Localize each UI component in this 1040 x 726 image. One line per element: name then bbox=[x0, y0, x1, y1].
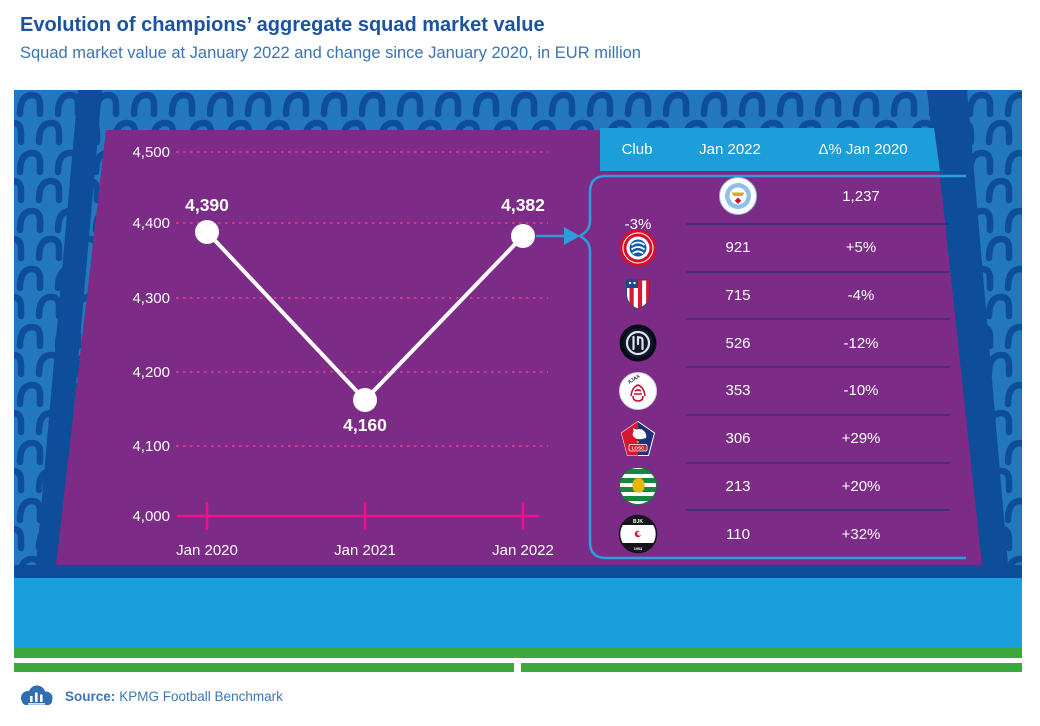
page-title: Evolution of champions’ aggregate squad … bbox=[20, 14, 545, 36]
arrow-to-table bbox=[536, 227, 580, 245]
table-bracket bbox=[578, 174, 966, 560]
svg-text:BJK: BJK bbox=[633, 519, 643, 525]
value-cell: 921 bbox=[725, 239, 751, 257]
table-row: 715 -4% bbox=[588, 270, 954, 320]
delta-cell: +32% bbox=[841, 525, 881, 543]
source-text: Source: KPMG Football Benchmark bbox=[65, 689, 283, 704]
value-cell: 526 bbox=[725, 334, 751, 352]
table-row: 526 -12% bbox=[588, 318, 954, 367]
value-cell: 110 bbox=[726, 525, 750, 543]
table-row: BJK 1903 110 +32% bbox=[588, 509, 954, 558]
heading-block: Evolution of champions’ aggregate squad … bbox=[20, 12, 641, 63]
ajax-badge-icon: AJAX bbox=[619, 371, 657, 410]
pitch-panel bbox=[56, 130, 982, 565]
source-footer: Source: KPMG Football Benchmark bbox=[18, 684, 283, 709]
delta-cell: -4% bbox=[847, 286, 875, 304]
table-row: 921 +5% bbox=[588, 222, 954, 272]
besiktas-badge-icon: BJK 1903 bbox=[618, 514, 658, 554]
data-label: 4,390 bbox=[185, 195, 229, 215]
marker-jan-2021 bbox=[353, 388, 377, 412]
xtick: Jan 2022 bbox=[492, 542, 554, 559]
y-axis-labels: 4,500 4,400 4,300 4,200 4,100 4,000 bbox=[132, 144, 170, 525]
data-markers bbox=[195, 220, 535, 412]
value-cell: 306 bbox=[725, 430, 751, 448]
table-row: 1,237 -3% bbox=[588, 176, 954, 233]
value-cell: 715 bbox=[725, 286, 751, 304]
ytick: 4,400 bbox=[132, 215, 170, 232]
col-club: Club bbox=[621, 141, 653, 158]
col-jan-2022: Jan 2022 bbox=[699, 141, 761, 158]
value-cell: 213 bbox=[725, 477, 751, 495]
delta-cell: +20% bbox=[841, 477, 881, 495]
ytick: 4,100 bbox=[132, 438, 170, 455]
manchester-city-badge-icon bbox=[719, 177, 757, 215]
delta-cell: -10% bbox=[843, 382, 879, 400]
atletico-madrid-badge-icon bbox=[626, 279, 650, 310]
value-cell: 1,237 bbox=[842, 187, 880, 205]
chart-canvas: 4,500 4,400 4,300 4,200 4,100 4,000 Jan … bbox=[14, 90, 1022, 648]
table-row: AJAX 353 -10% bbox=[588, 366, 954, 415]
ytick: 4,000 bbox=[132, 508, 170, 525]
ytick: 4,300 bbox=[132, 290, 170, 307]
arrowhead-icon bbox=[564, 227, 580, 245]
delta-cell: +29% bbox=[841, 430, 881, 448]
ytick: 4,200 bbox=[132, 364, 170, 381]
marker-jan-2020 bbox=[195, 220, 219, 244]
data-label: 4,160 bbox=[343, 415, 387, 435]
grass-strip-bottom-left bbox=[14, 663, 514, 672]
data-labels: 4,390 4,160 4,382 bbox=[185, 195, 545, 435]
football-benchmark-cloud-icon bbox=[21, 685, 53, 705]
bayern-munich-badge-icon bbox=[619, 229, 657, 267]
ytick: 4,500 bbox=[132, 144, 170, 161]
delta-cell: -12% bbox=[843, 334, 879, 352]
svg-text:LOSC: LOSC bbox=[632, 445, 645, 450]
cyan-band bbox=[14, 578, 1022, 648]
xtick: Jan 2020 bbox=[176, 542, 238, 559]
delta-cell: -3% bbox=[624, 216, 652, 233]
club-table: 1,237 -3% 921 +5% 715 -4% bbox=[588, 176, 954, 558]
stand-front-strip bbox=[14, 565, 1022, 578]
col-delta-jan-2020: Δ% Jan 2020 bbox=[818, 141, 908, 158]
xtick: Jan 2021 bbox=[334, 542, 396, 559]
svg-text:1903: 1903 bbox=[634, 547, 642, 551]
marker-jan-2022 bbox=[511, 224, 535, 248]
table-row: 213 +20% bbox=[588, 461, 954, 511]
table-row: LOSC 306 +29% bbox=[588, 413, 954, 463]
lille-losc-badge-icon: LOSC bbox=[620, 420, 656, 456]
table-header: Club Jan 2022 Δ% Jan 2020 bbox=[600, 128, 940, 171]
gridlines bbox=[176, 151, 548, 447]
sporting-cp-badge-icon bbox=[619, 467, 657, 506]
delta-cell: +5% bbox=[845, 239, 877, 257]
stadium-graphic: 4,500 4,400 4,300 4,200 4,100 4,000 Jan … bbox=[14, 90, 1022, 648]
value-cell: 353 bbox=[725, 382, 751, 400]
grass-strip-bottom-right bbox=[521, 663, 1022, 672]
source-label: Source: bbox=[65, 689, 116, 704]
data-label: 4,382 bbox=[501, 195, 545, 215]
aisle-right bbox=[927, 90, 1008, 565]
x-axis bbox=[177, 502, 539, 530]
inter-milan-badge-icon bbox=[619, 324, 657, 362]
x-axis-labels: Jan 2020 Jan 2021 Jan 2022 bbox=[176, 542, 554, 559]
grass-strip-top bbox=[14, 648, 1022, 658]
page-subtitle: Squad market value at January 2022 and c… bbox=[20, 44, 641, 62]
aisle-left bbox=[36, 90, 102, 565]
